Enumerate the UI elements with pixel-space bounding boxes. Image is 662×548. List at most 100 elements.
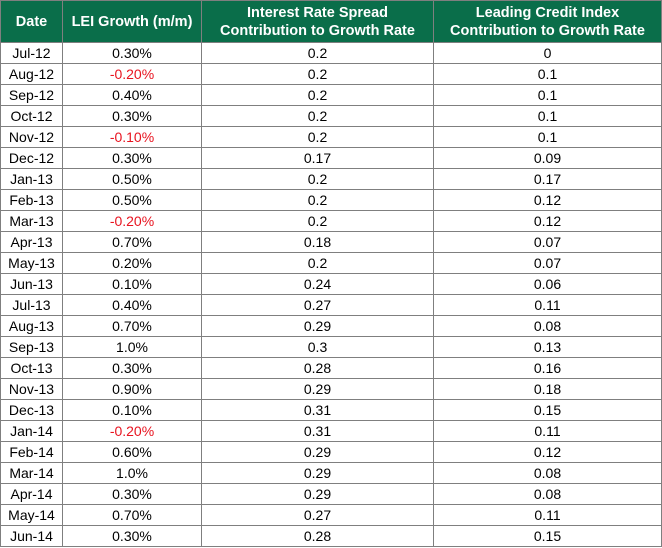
cell-interest-rate-spread: 0.27 xyxy=(201,504,434,526)
cell-date: Feb-13 xyxy=(0,189,63,211)
cell-date: Jan-13 xyxy=(0,168,63,190)
cell-lei-growth: 0.10% xyxy=(62,399,202,421)
cell-date: Apr-14 xyxy=(0,483,63,505)
header-date: Date xyxy=(0,0,63,43)
cell-leading-credit-index: 0.12 xyxy=(433,189,662,211)
cell-leading-credit-index: 0.07 xyxy=(433,231,662,253)
table-row: Nov-13 0.90% 0.29 0.18 xyxy=(0,378,662,400)
cell-lei-growth: 0.40% xyxy=(62,294,202,316)
cell-date: May-13 xyxy=(0,252,63,274)
cell-interest-rate-spread: 0.29 xyxy=(201,378,434,400)
cell-date: Dec-13 xyxy=(0,399,63,421)
cell-date: Feb-14 xyxy=(0,441,63,463)
cell-interest-rate-spread: 0.27 xyxy=(201,294,434,316)
cell-lei-growth: 0.60% xyxy=(62,441,202,463)
table-row: Jul-12 0.30% 0.2 0 xyxy=(0,42,662,64)
table-row: Feb-13 0.50% 0.2 0.12 xyxy=(0,189,662,211)
cell-date: Nov-12 xyxy=(0,126,63,148)
cell-leading-credit-index: 0.11 xyxy=(433,504,662,526)
cell-interest-rate-spread: 0.2 xyxy=(201,126,434,148)
cell-lei-growth: 0.20% xyxy=(62,252,202,274)
header-row: Date LEI Growth (m/m) Interest Rate Spre… xyxy=(0,0,662,43)
cell-date: Jun-13 xyxy=(0,273,63,295)
header-date-label: Date xyxy=(15,13,48,30)
cell-leading-credit-index: 0.07 xyxy=(433,252,662,274)
cell-interest-rate-spread: 0.29 xyxy=(201,462,434,484)
table-row: Jul-13 0.40% 0.27 0.11 xyxy=(0,294,662,316)
cell-lei-growth: 1.0% xyxy=(62,336,202,358)
cell-lei-growth: 0.30% xyxy=(62,483,202,505)
cell-lei-growth: 0.50% xyxy=(62,168,202,190)
cell-lei-growth: 0.30% xyxy=(62,42,202,64)
cell-leading-credit-index: 0.12 xyxy=(433,210,662,232)
cell-date: Sep-12 xyxy=(0,84,63,106)
table-row: Feb-14 0.60% 0.29 0.12 xyxy=(0,441,662,463)
header-lei-growth: LEI Growth (m/m) xyxy=(62,0,202,43)
table-row: Jan-14 -0.20% 0.31 0.11 xyxy=(0,420,662,442)
cell-lei-growth: 0.70% xyxy=(62,315,202,337)
cell-date: Mar-13 xyxy=(0,210,63,232)
cell-leading-credit-index: 0.1 xyxy=(433,84,662,106)
header-leading-credit-index: Leading Credit Index Contribution to Gro… xyxy=(433,0,662,43)
cell-leading-credit-index: 0.16 xyxy=(433,357,662,379)
cell-interest-rate-spread: 0.31 xyxy=(201,399,434,421)
cell-leading-credit-index: 0.1 xyxy=(433,63,662,85)
cell-lei-growth: 0.30% xyxy=(62,525,202,547)
cell-date: Apr-13 xyxy=(0,231,63,253)
cell-date: Aug-12 xyxy=(0,63,63,85)
cell-lei-growth: -0.20% xyxy=(62,63,202,85)
cell-interest-rate-spread: 0.2 xyxy=(201,105,434,127)
table-row: May-13 0.20% 0.2 0.07 xyxy=(0,252,662,274)
cell-interest-rate-spread: 0.2 xyxy=(201,42,434,64)
cell-interest-rate-spread: 0.2 xyxy=(201,210,434,232)
table-row: Oct-12 0.30% 0.2 0.1 xyxy=(0,105,662,127)
cell-lei-growth: 0.70% xyxy=(62,231,202,253)
cell-lei-growth: -0.10% xyxy=(62,126,202,148)
cell-lei-growth: -0.20% xyxy=(62,420,202,442)
cell-date: Mar-14 xyxy=(0,462,63,484)
header-leading-credit-index-line2: Contribution to Growth Rate xyxy=(450,22,645,39)
cell-leading-credit-index: 0.06 xyxy=(433,273,662,295)
table-row: Mar-13 -0.20% 0.2 0.12 xyxy=(0,210,662,232)
cell-lei-growth: 0.30% xyxy=(62,357,202,379)
header-interest-rate-spread-line1: Interest Rate Spread xyxy=(246,4,389,21)
table-row: Jan-13 0.50% 0.2 0.17 xyxy=(0,168,662,190)
cell-interest-rate-spread: 0.29 xyxy=(201,483,434,505)
cell-date: Aug-13 xyxy=(0,315,63,337)
cell-lei-growth: 0.30% xyxy=(62,147,202,169)
cell-leading-credit-index: 0.08 xyxy=(433,315,662,337)
cell-date: Sep-13 xyxy=(0,336,63,358)
table-row: Jun-13 0.10% 0.24 0.06 xyxy=(0,273,662,295)
cell-date: Nov-13 xyxy=(0,378,63,400)
table-row: Sep-13 1.0% 0.3 0.13 xyxy=(0,336,662,358)
table-row: Dec-13 0.10% 0.31 0.15 xyxy=(0,399,662,421)
cell-date: May-14 xyxy=(0,504,63,526)
table-row: Apr-13 0.70% 0.18 0.07 xyxy=(0,231,662,253)
table-row: Jun-14 0.30% 0.28 0.15 xyxy=(0,525,662,547)
cell-interest-rate-spread: 0.2 xyxy=(201,252,434,274)
cell-leading-credit-index: 0.17 xyxy=(433,168,662,190)
cell-interest-rate-spread: 0.2 xyxy=(201,189,434,211)
table-row: Dec-12 0.30% 0.17 0.09 xyxy=(0,147,662,169)
cell-leading-credit-index: 0.12 xyxy=(433,441,662,463)
cell-date: Jun-14 xyxy=(0,525,63,547)
cell-interest-rate-spread: 0.18 xyxy=(201,231,434,253)
cell-date: Dec-12 xyxy=(0,147,63,169)
cell-leading-credit-index: 0.15 xyxy=(433,525,662,547)
header-lei-growth-label: LEI Growth (m/m) xyxy=(71,13,193,30)
cell-leading-credit-index: 0 xyxy=(433,42,662,64)
cell-lei-growth: 0.50% xyxy=(62,189,202,211)
header-leading-credit-index-line1: Leading Credit Index xyxy=(475,4,620,21)
table-row: Mar-14 1.0% 0.29 0.08 xyxy=(0,462,662,484)
cell-interest-rate-spread: 0.17 xyxy=(201,147,434,169)
cell-date: Jul-12 xyxy=(0,42,63,64)
header-interest-rate-spread-line2: Contribution to Growth Rate xyxy=(220,22,415,39)
cell-leading-credit-index: 0.15 xyxy=(433,399,662,421)
header-interest-rate-spread: Interest Rate Spread Contribution to Gro… xyxy=(201,0,434,43)
cell-leading-credit-index: 0.18 xyxy=(433,378,662,400)
cell-leading-credit-index: 0.11 xyxy=(433,294,662,316)
cell-interest-rate-spread: 0.28 xyxy=(201,357,434,379)
cell-leading-credit-index: 0.13 xyxy=(433,336,662,358)
cell-leading-credit-index: 0.09 xyxy=(433,147,662,169)
